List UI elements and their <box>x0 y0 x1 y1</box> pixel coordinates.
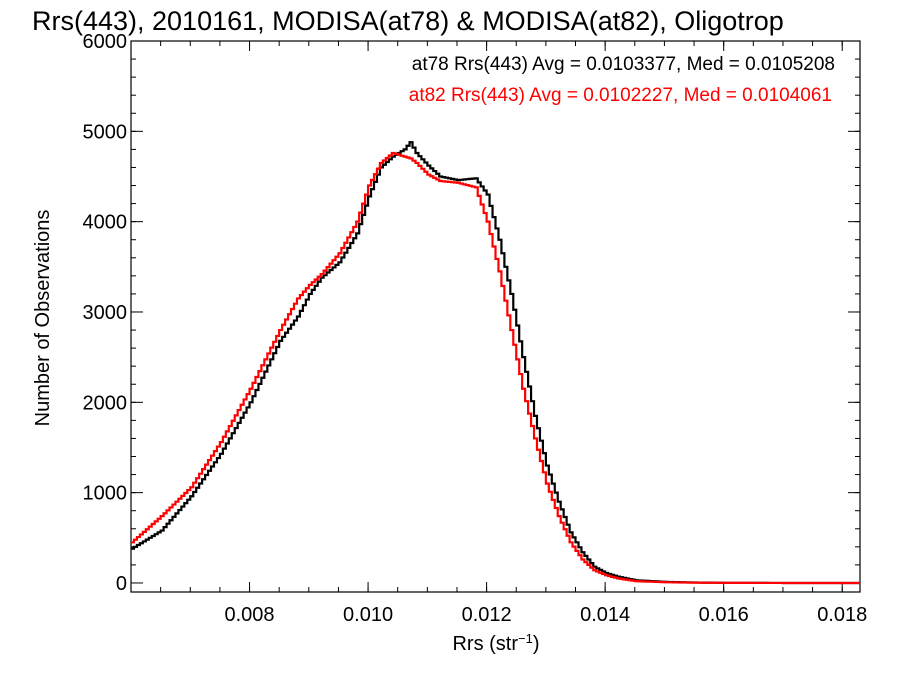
x-axis-label: Rrs (str−1) <box>452 631 539 655</box>
series-layer <box>131 141 860 585</box>
x-tick-label: 0.012 <box>462 604 512 626</box>
y-tick-label: 3000 <box>83 302 128 324</box>
y-tick-label: 5000 <box>83 121 128 143</box>
y-tick-label: 2000 <box>83 392 128 414</box>
series-at78-line <box>131 141 860 585</box>
legend-entry-at82: at82 Rrs(443) Avg = 0.0102227, Med = 0.0… <box>409 85 832 106</box>
x-tick-label: 0.018 <box>817 604 867 626</box>
legend-entry-at78: at78 Rrs(443) Avg = 0.0103377, Med = 0.0… <box>412 54 835 75</box>
y-tick-label: 6000 <box>83 31 128 53</box>
x-axis-label-close: ) <box>533 633 540 655</box>
chart-title: Rrs(443), 2010161, MODISA(at78) & MODISA… <box>32 6 784 36</box>
x-tick-label: 0.010 <box>343 604 393 626</box>
x-axis-label-superscript: −1 <box>518 631 533 646</box>
x-tick-label: 0.014 <box>580 604 630 626</box>
y-tick-label: 4000 <box>83 212 128 234</box>
x-axis-label-main: Rrs (str <box>452 633 518 655</box>
plot-frame <box>130 40 861 593</box>
y-tick-label: 0 <box>116 573 127 595</box>
y-tick-label: 1000 <box>83 483 128 505</box>
x-tick-label: 0.008 <box>225 604 275 626</box>
y-axis-label: Number of Observations <box>32 210 54 427</box>
series-at82-line <box>131 151 860 585</box>
axis-ticks: 0.008 0.010 0.012 0.014 0.016 0.018 0 1000 2000 3… <box>83 31 868 626</box>
plot-border <box>130 40 861 593</box>
x-tick-label: 0.016 <box>699 604 749 626</box>
